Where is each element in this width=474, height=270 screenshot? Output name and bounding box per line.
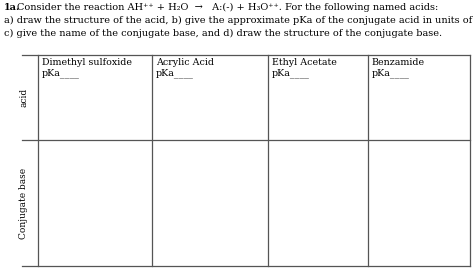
Text: Benzamide: Benzamide (372, 58, 425, 67)
Text: Dimethyl sulfoxide: Dimethyl sulfoxide (42, 58, 132, 67)
Text: Conjugate base: Conjugate base (19, 167, 28, 239)
Text: c) give the name of the conjugate base, and d) draw the structure of the conjuga: c) give the name of the conjugate base, … (4, 29, 442, 38)
Text: 1a.: 1a. (4, 3, 20, 12)
Text: pKa____: pKa____ (372, 68, 410, 78)
Text: Acrylic Acid: Acrylic Acid (156, 58, 214, 67)
Text: pKa____: pKa____ (42, 68, 80, 78)
Text: a) draw the structure of the acid, b) give the approximate pKa of the conjugate : a) draw the structure of the acid, b) gi… (4, 16, 474, 25)
Text: Consider the reaction AH⁺⁺ + H₂O  →   A:(-) + H₃O⁺⁺. For the following named aci: Consider the reaction AH⁺⁺ + H₂O → A:(-)… (17, 3, 438, 12)
Text: acid: acid (19, 88, 28, 107)
Text: pKa____: pKa____ (272, 68, 310, 78)
Text: pKa____: pKa____ (156, 68, 194, 78)
Text: Ethyl Acetate: Ethyl Acetate (272, 58, 337, 67)
